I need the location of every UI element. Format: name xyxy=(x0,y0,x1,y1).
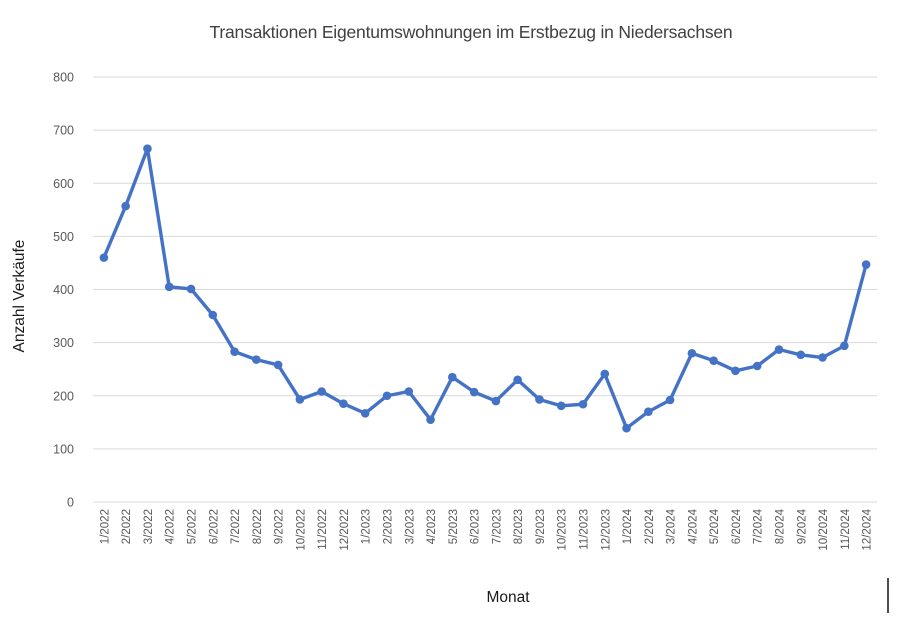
x-tick-label: 12/2024 xyxy=(862,508,874,550)
y-tick-label: 0 xyxy=(67,496,74,510)
x-tick-label: 2/2022 xyxy=(121,509,133,544)
x-tick-label: 5/2023 xyxy=(448,509,460,544)
data-point xyxy=(469,387,479,397)
chart-title: Transaktionen Eigentumswohnungen im Erst… xyxy=(209,22,733,42)
data-point xyxy=(208,310,218,320)
data-point xyxy=(665,395,675,405)
x-tick-label: 4/2022 xyxy=(165,509,177,544)
y-axis-title: Anzahl Verkäufe xyxy=(11,239,28,353)
data-point xyxy=(317,387,326,396)
y-tick-label: 600 xyxy=(53,177,74,191)
data-point xyxy=(752,361,762,371)
x-tick-label: 12/2023 xyxy=(600,509,612,551)
y-tick-label: 400 xyxy=(53,283,74,297)
data-point xyxy=(382,391,392,401)
data-point xyxy=(121,201,130,211)
data-point xyxy=(273,360,283,370)
data-point xyxy=(339,399,348,409)
data-point xyxy=(491,396,501,406)
data-point xyxy=(622,423,631,433)
x-tick-label: 7/2022 xyxy=(230,509,242,544)
x-tick-label: 2/2023 xyxy=(383,509,395,544)
y-tick-label: 700 xyxy=(53,124,74,138)
x-tick-label: 7/2024 xyxy=(753,508,765,544)
x-tick-label: 2/2024 xyxy=(644,508,656,544)
x-tick-label: 11/2023 xyxy=(579,509,591,550)
data-point xyxy=(535,395,544,404)
data-point xyxy=(774,345,784,354)
x-tick-label: 1/2024 xyxy=(622,508,634,544)
data-point xyxy=(252,355,261,364)
x-tick-label: 8/2024 xyxy=(775,508,787,544)
data-point xyxy=(295,395,305,404)
x-tick-label: 3/2024 xyxy=(666,508,678,544)
data-point xyxy=(556,401,566,411)
x-tick-label: 6/2022 xyxy=(208,509,220,544)
x-tick-label: 8/2022 xyxy=(252,509,264,544)
data-point xyxy=(818,353,827,362)
data-point xyxy=(230,347,239,356)
data-point xyxy=(840,341,849,351)
y-tick-label: 100 xyxy=(53,442,74,456)
x-tick-label: 4/2023 xyxy=(426,509,438,544)
data-point xyxy=(426,415,435,424)
data-point xyxy=(731,366,740,376)
data-point xyxy=(861,260,871,269)
data-point xyxy=(143,144,152,154)
x-tick-label: 9/2024 xyxy=(796,508,808,544)
x-axis-title: Monat xyxy=(486,589,530,606)
data-point xyxy=(99,253,109,262)
x-tick-label: 4/2024 xyxy=(687,508,699,544)
x-tick-label: 1/2023 xyxy=(361,509,373,544)
x-tick-label: 3/2022 xyxy=(143,509,155,544)
x-tick-label: 9/2023 xyxy=(535,509,547,544)
x-tick-label: 5/2022 xyxy=(187,509,199,544)
data-point xyxy=(186,284,196,294)
y-tick-label: 200 xyxy=(53,389,74,403)
y-tick-label: 800 xyxy=(53,71,74,85)
x-tick-label: 1/2022 xyxy=(99,509,111,544)
x-tick-label: 8/2023 xyxy=(513,509,525,544)
data-point xyxy=(709,356,718,365)
x-tick-label: 5/2024 xyxy=(709,508,721,544)
text-cursor xyxy=(887,578,889,613)
x-tick-label: 10/2024 xyxy=(818,508,830,550)
data-point xyxy=(360,408,370,418)
x-tick-label: 12/2022 xyxy=(339,509,351,551)
x-tick-label: 7/2023 xyxy=(491,509,503,544)
data-point xyxy=(578,399,588,409)
x-tick-label: 10/2023 xyxy=(557,509,569,551)
x-tick-label: 11/2022 xyxy=(317,509,329,550)
x-tick-label: 9/2022 xyxy=(274,509,286,544)
data-point xyxy=(600,369,610,379)
data-point xyxy=(644,407,653,416)
x-tick-label: 6/2023 xyxy=(470,509,482,544)
data-point xyxy=(164,282,174,292)
data-point xyxy=(687,348,697,358)
x-tick-label: 6/2024 xyxy=(731,508,743,544)
data-point xyxy=(448,372,457,382)
x-tick-label: 11/2024 xyxy=(840,508,852,549)
x-tick-label: 3/2023 xyxy=(404,509,416,544)
y-tick-label: 300 xyxy=(53,336,74,350)
data-point xyxy=(404,387,414,396)
data-point xyxy=(513,375,522,385)
data-point xyxy=(796,350,806,360)
y-tick-label: 500 xyxy=(53,230,74,244)
series-line xyxy=(102,147,868,430)
x-tick-label: 10/2022 xyxy=(295,509,307,551)
